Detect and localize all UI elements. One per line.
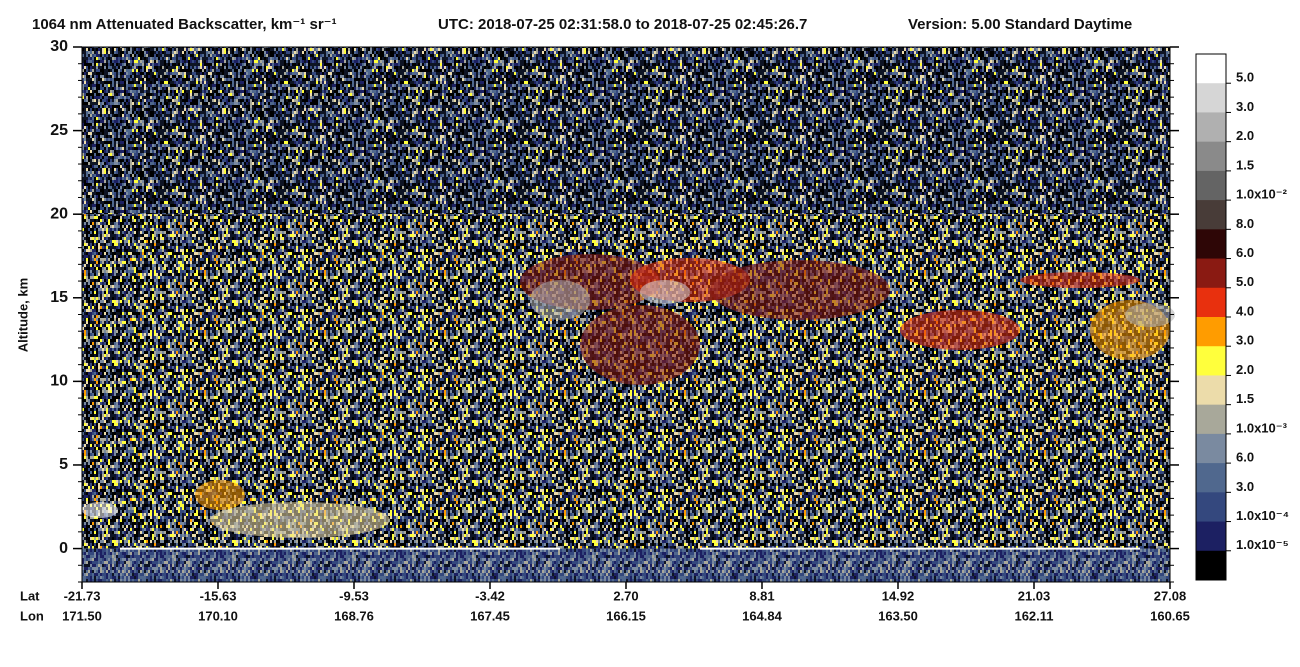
y-tick-label: 0 [59,540,68,557]
colorbar-swatch [1196,229,1226,260]
colorbar-swatch [1196,200,1226,230]
colorbar-swatch [1196,317,1226,347]
x-tick-label: 14.92 [882,588,915,603]
colorbar-label: 5.0 [1236,70,1254,85]
x-tick-label: 27.08 [1154,588,1187,603]
x-tick-label: 167.45 [470,608,510,623]
cloud-feature [580,305,700,385]
x-tick-label: -3.42 [475,588,505,603]
cloud-feature [210,502,390,538]
colorbar-label: 1.0x10⁻⁴ [1236,508,1289,523]
x-row-name: Lat [20,588,40,603]
version-label: Version: 5.00 Standard Daytime [908,16,1132,33]
colorbar-label: 3.0 [1236,479,1254,494]
colorbar-swatch [1196,141,1226,172]
cloud-feature [1125,303,1175,327]
chart-subtitle: UTC: 2018-07-25 02:31:58.0 to 2018-07-25… [438,16,807,33]
colorbar-swatch [1196,258,1226,289]
colorbar-label: 4.0 [1236,303,1254,318]
x-tick-label: 160.65 [1150,608,1190,623]
colorbar-label: 5.0 [1236,274,1254,289]
x-row-name: Lon [20,608,44,623]
colorbar-label: 6.0 [1236,450,1254,465]
colorbar-swatch [1196,375,1226,406]
colorbar-label: 8.0 [1236,216,1254,231]
colorbar-label: 2.0 [1236,362,1254,377]
cloud-feature [1020,272,1140,288]
y-tick-label: 25 [50,122,68,139]
y-axis-label: Altitude, km [15,278,30,352]
colorbar-swatch [1196,550,1226,581]
x-tick-label: 170.10 [198,608,238,623]
y-tick-label: 10 [50,373,68,390]
x-tick-label: 163.50 [878,608,918,623]
plot-ground [82,548,1170,582]
colorbar-swatch [1196,521,1226,552]
colorbar-swatch [1196,463,1226,493]
colorbar-swatch [1196,112,1226,143]
colorbar-label: 1.0x10⁻⁵ [1236,537,1289,552]
x-tick-label: 8.81 [749,588,774,603]
colorbar-swatch [1196,346,1226,376]
chart-title: 1064 nm Attenuated Backscatter, km⁻¹ sr⁻… [32,16,337,33]
x-tick-label: 171.50 [62,608,102,623]
cloud-feature [900,310,1020,350]
colorbar-label: 1.5 [1236,391,1254,406]
colorbar-swatch [1196,54,1226,84]
cloud-feature [530,280,590,320]
y-tick-label: 15 [50,289,68,306]
colorbar-swatch [1196,404,1226,435]
y-tick-label: 5 [59,456,68,473]
colorbar-swatch [1196,492,1226,523]
colorbar-label: 3.0 [1236,333,1254,348]
x-tick-label: 164.84 [742,608,783,623]
y-tick-label: 20 [50,205,68,222]
cloud-feature [82,502,118,518]
cloud-feature [640,280,690,304]
x-tick-label: 166.15 [606,608,646,623]
y-tick-label: 30 [50,38,68,55]
cloud-feature [195,480,245,510]
colorbar-label: 3.0 [1236,99,1254,114]
plot-upper [82,47,1170,215]
x-tick-label: 168.76 [334,608,374,623]
x-tick-label: 162.11 [1014,608,1053,623]
colorbar-label: 2.0 [1236,128,1254,143]
colorbar-label: 1.5 [1236,157,1254,172]
x-tick-label: -9.53 [339,588,369,603]
colorbar-swatch [1196,287,1226,318]
colorbar-swatch [1196,170,1226,201]
x-tick-label: -21.73 [64,588,101,603]
x-tick-label: -15.63 [200,588,237,603]
colorbar-swatch [1196,83,1226,113]
colorbar-label: 1.0x10⁻³ [1236,420,1288,435]
colorbar-label: 1.0x10⁻² [1236,187,1288,202]
x-tick-label: 21.03 [1018,588,1051,603]
x-tick-label: 2.70 [613,588,638,603]
colorbar-label: 6.0 [1236,245,1254,260]
colorbar-swatch [1196,433,1226,464]
cloud-feature [710,260,890,320]
